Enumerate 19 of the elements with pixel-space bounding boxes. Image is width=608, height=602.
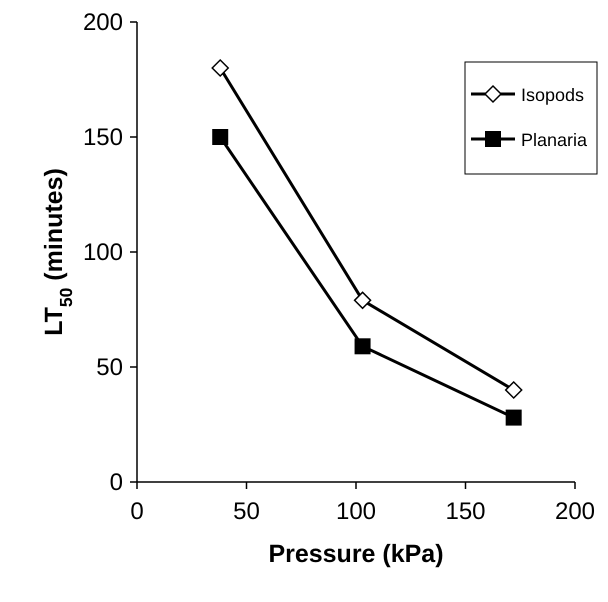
y-tick-label: 150 — [82, 124, 123, 151]
legend-label: Planaria — [521, 130, 588, 150]
x-tick-label: 0 — [130, 498, 144, 525]
y-tick-label: 100 — [82, 239, 123, 266]
x-axis-title: Pressure (kPa) — [268, 540, 444, 568]
x-tick-label: 200 — [554, 498, 596, 525]
y-tick-label: 200 — [82, 9, 123, 36]
x-tick-label: 150 — [445, 498, 486, 525]
point — [354, 338, 371, 354]
point — [506, 410, 522, 426]
point — [211, 59, 229, 77]
x-tick-label: 50 — [233, 498, 260, 525]
x-tick-label: 100 — [336, 498, 376, 525]
point — [504, 381, 522, 399]
legend-label: Isopods — [521, 85, 584, 105]
point — [354, 292, 372, 310]
y-tick-label: 50 — [96, 354, 123, 381]
y-tick-label: 0 — [110, 469, 123, 496]
point — [212, 129, 228, 145]
